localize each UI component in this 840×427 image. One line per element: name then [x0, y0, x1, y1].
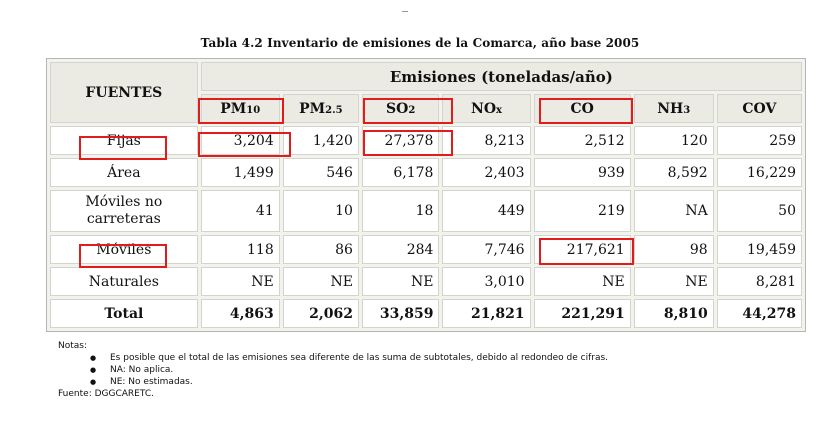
table-cell-total: 8,810	[633, 299, 714, 328]
table-cell: 1,420	[282, 126, 359, 155]
page-mark	[402, 11, 408, 12]
table-cell: NE	[282, 267, 359, 296]
table-row-area: Área 1,499 546 6,178 2,403 939 8,592 16,…	[50, 158, 802, 187]
note-ne: NE: No estimadas.	[58, 376, 608, 388]
table-cell: 8,213	[442, 126, 531, 155]
table-notes: Notas: Es posible que el total de las em…	[58, 340, 608, 400]
notes-heading: Notas:	[58, 341, 88, 351]
table-source: Fuente: DGGCARETC.	[58, 389, 154, 399]
col-header-cov: COV	[716, 94, 802, 123]
table-cell-total: 33,859	[361, 299, 440, 328]
table-cell-total: 2,062	[282, 299, 359, 328]
table-cell: 3,204	[200, 126, 280, 155]
table-cell: 3,010	[442, 267, 531, 296]
col-header-nox: NOx	[442, 94, 531, 123]
row-label-naturales: Naturales	[50, 267, 198, 296]
table-cell: 8,592	[633, 158, 714, 187]
table-row-total: Total 4,863 2,062 33,859 21,821 221,291 …	[50, 299, 802, 328]
table-cell: 27,378	[361, 126, 440, 155]
col-header-so2: SO2	[361, 94, 440, 123]
table-cell: 217,621	[533, 235, 631, 264]
table-cell: 18	[361, 190, 440, 232]
table-cell: NE	[200, 267, 280, 296]
table-cell: 41	[200, 190, 280, 232]
table-cell: NE	[361, 267, 440, 296]
table-row-fijas: Fijas 3,204 1,420 27,378 8,213 2,512 120…	[50, 126, 802, 155]
table-cell: 1,499	[200, 158, 280, 187]
table-cell: NE	[633, 267, 714, 296]
row-label-fijas: Fijas	[50, 126, 198, 155]
table-cell: 546	[282, 158, 359, 187]
row-label-moviles-no-carreteras: Móviles no carreteras	[50, 190, 198, 232]
emissions-group-header: Emisiones (toneladas/año)	[200, 62, 802, 91]
table-row-naturales: Naturales NE NE NE 3,010 NE NE 8,281	[50, 267, 802, 296]
header-row-group: FUENTES Emisiones (toneladas/año)	[50, 62, 802, 123]
note-na: NA: No aplica.	[58, 364, 608, 376]
sources-header: FUENTES	[50, 62, 198, 123]
table-cell: 7,746	[442, 235, 531, 264]
row-label-area: Área	[50, 158, 198, 187]
col-header-pm25: PM2.5	[282, 94, 359, 123]
table-cell: 449	[442, 190, 531, 232]
table-cell: 8,281	[716, 267, 802, 296]
table-cell: 939	[533, 158, 631, 187]
col-header-pm10: PM10	[200, 94, 280, 123]
table-cell: 10	[282, 190, 359, 232]
row-label-moviles: Móviles	[50, 235, 198, 264]
table-cell: 19,459	[716, 235, 802, 264]
table-cell: 259	[716, 126, 802, 155]
note-rounding: Es posible que el total de las emisiones…	[58, 352, 608, 364]
table-row-moviles-no-carreteras: Móviles no carreteras 41 10 18 449 219 N…	[50, 190, 802, 232]
table-cell: 50	[716, 190, 802, 232]
table-cell: 86	[282, 235, 359, 264]
table-cell-total: 44,278	[716, 299, 802, 328]
table-cell-total: 21,821	[442, 299, 531, 328]
emissions-table: FUENTES Emisiones (toneladas/año) PM10 P…	[46, 58, 806, 332]
table-cell: 6,178	[361, 158, 440, 187]
col-header-nh3: NH3	[633, 94, 714, 123]
table-cell-total: 221,291	[533, 299, 631, 328]
table-cell: 2,512	[533, 126, 631, 155]
table-cell: 284	[361, 235, 440, 264]
table-cell-total: 4,863	[200, 299, 280, 328]
table-title: Tabla 4.2 Inventario de emisiones de la …	[200, 36, 640, 50]
table-cell: 98	[633, 235, 714, 264]
table-cell: 120	[633, 126, 714, 155]
table-row-moviles: Móviles 118 86 284 7,746 217,621 98 19,4…	[50, 235, 802, 264]
table-cell: 2,403	[442, 158, 531, 187]
table-cell: 16,229	[716, 158, 802, 187]
row-label-total: Total	[50, 299, 198, 328]
table-cell: 118	[200, 235, 280, 264]
table-cell: 219	[533, 190, 631, 232]
table-cell: NE	[533, 267, 631, 296]
table-cell: NA	[633, 190, 714, 232]
col-header-co: CO	[533, 94, 631, 123]
